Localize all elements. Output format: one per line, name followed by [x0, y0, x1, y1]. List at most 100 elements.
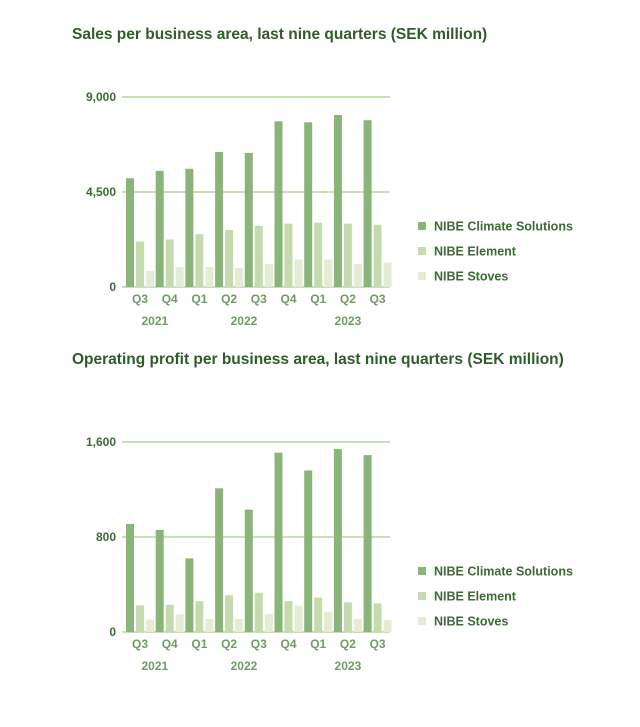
- sales-category-label: Q3: [132, 292, 148, 306]
- sales-category-label: Q3: [370, 292, 386, 306]
- sales-year-label: 2023: [335, 314, 362, 328]
- profit-bar-2-0: [146, 619, 154, 632]
- profit-bar-1-1: [165, 604, 174, 632]
- profit-legend-swatch: [418, 567, 426, 575]
- profit-bar-2-1: [175, 614, 184, 632]
- profit-bar-0-5: [274, 452, 283, 632]
- profit-bar-0-7: [333, 449, 342, 632]
- sales-bar-0-2: [185, 168, 194, 287]
- sales-bar-0-6: [304, 122, 313, 287]
- sales-year-label: 2022: [231, 314, 258, 328]
- sales-bar-1-4: [254, 225, 263, 287]
- sales-bar-1-6: [314, 222, 323, 287]
- profit-category-label: Q3: [132, 637, 148, 651]
- sales-bar-0-8: [363, 120, 372, 287]
- profit-legend-label: NIBE Element: [434, 590, 517, 604]
- sales-bar-1-3: [225, 230, 234, 287]
- profit-bar-2-7: [353, 618, 362, 632]
- profit-bar-1-7: [343, 602, 352, 632]
- profit-year-label: 2023: [335, 659, 362, 673]
- profit-bar-2-5: [294, 605, 303, 632]
- profit-category-label: Q3: [370, 637, 386, 651]
- profit-bar-1-8: [373, 603, 382, 632]
- sales-ytick-label: 9,000: [86, 90, 116, 104]
- profit-bar-2-4: [264, 614, 273, 632]
- sales-chart-title: Sales per business area, last nine quart…: [72, 26, 488, 43]
- sales-category-label: Q1: [310, 292, 326, 306]
- sales-bar-1-7: [343, 223, 352, 287]
- profit-legend-label: NIBE Climate Solutions: [434, 565, 573, 579]
- sales-bar-2-2: [205, 266, 214, 287]
- sales-bar-1-1: [165, 239, 174, 287]
- sales-ytick-label: 0: [109, 280, 116, 294]
- sales-bar-2-5: [294, 259, 303, 287]
- sales-legend-label: NIBE Stoves: [434, 270, 508, 284]
- sales-bar-0-1: [155, 170, 164, 287]
- profit-bar-2-8: [383, 620, 392, 632]
- sales-bar-0-4: [244, 152, 253, 287]
- sales-bar-2-6: [324, 259, 333, 287]
- profit-ytick-label: 0: [109, 625, 116, 639]
- profit-bar-0-3: [215, 488, 224, 632]
- sales-bar-2-4: [264, 263, 273, 287]
- profit-category-label: Q1: [191, 637, 207, 651]
- profit-bar-1-3: [225, 595, 234, 632]
- profit-category-label: Q1: [310, 637, 326, 651]
- profit-bar-1-4: [254, 592, 263, 632]
- profit-bar-0-6: [304, 470, 313, 632]
- sales-legend-label: NIBE Climate Solutions: [434, 220, 573, 234]
- sales-category-label: Q4: [162, 292, 178, 306]
- sales-ytick-label: 4,500: [86, 185, 116, 199]
- profit-bar-1-6: [314, 597, 323, 632]
- sales-legend-swatch: [418, 222, 426, 230]
- profit-category-label: Q4: [162, 637, 178, 651]
- sales-bar-2-3: [235, 268, 244, 287]
- profit-bar-0-2: [185, 558, 194, 632]
- sales-bar-2-8: [383, 262, 392, 287]
- sales-category-label: Q1: [191, 292, 207, 306]
- sales-chart: 0 4,500 9,000 Q3 Q4 Q1 Q2 Q3 Q4 Q1 Q2 Q3 2021 2022 202…: [86, 90, 573, 328]
- sales-legend-label: NIBE Element: [434, 245, 517, 259]
- profit-bar-2-2: [205, 618, 214, 632]
- sales-legend-swatch: [418, 247, 426, 255]
- sales-bar-2-7: [353, 263, 362, 287]
- profit-category-label: Q2: [221, 637, 237, 651]
- profit-category-label: Q3: [251, 637, 267, 651]
- sales-category-label: Q2: [340, 292, 356, 306]
- profit-chart-title: Operating profit per business area, last…: [72, 351, 564, 368]
- profit-legend-swatch: [418, 617, 426, 625]
- profit-bar-0-1: [155, 529, 164, 632]
- sales-bar-1-0: [136, 241, 144, 287]
- profit-year-label: 2021: [141, 659, 168, 673]
- profit-bar-0-4: [244, 509, 253, 632]
- sales-bar-0-0: [126, 178, 134, 287]
- profit-bar-2-3: [235, 618, 244, 632]
- sales-bar-0-3: [215, 151, 224, 287]
- profit-category-label: Q2: [340, 637, 356, 651]
- sales-legend-swatch: [418, 272, 426, 280]
- profit-category-label: Q4: [280, 637, 296, 651]
- sales-bar-2-0: [146, 271, 154, 287]
- profit-ytick-label: 800: [96, 530, 116, 544]
- profit-year-label: 2022: [231, 659, 258, 673]
- sales-bar-1-8: [373, 224, 382, 287]
- sales-year-label: 2021: [141, 314, 168, 328]
- profit-ytick-label: 1,600: [86, 435, 116, 449]
- profit-legend-label: NIBE Stoves: [434, 615, 508, 629]
- profit-bar-1-0: [136, 605, 144, 632]
- profit-bar-1-2: [195, 601, 204, 632]
- profit-chart: 0 800 1,600 Q3 Q4 Q1 Q2 Q3 Q4 Q1 Q2 Q3 2021 2022 2023 N…: [86, 435, 573, 673]
- sales-category-label: Q3: [251, 292, 267, 306]
- sales-bar-1-5: [284, 223, 293, 287]
- sales-bar-0-5: [274, 121, 283, 288]
- profit-bar-0-0: [126, 523, 134, 632]
- profit-bar-0-8: [363, 455, 372, 632]
- profit-legend-swatch: [418, 592, 426, 600]
- sales-bar-2-1: [175, 266, 184, 287]
- sales-category-label: Q2: [221, 292, 237, 306]
- sales-bar-1-2: [195, 234, 204, 287]
- sales-category-label: Q4: [280, 292, 296, 306]
- sales-bar-0-7: [333, 114, 342, 287]
- profit-bar-1-5: [284, 601, 293, 632]
- profit-bar-2-6: [324, 611, 333, 632]
